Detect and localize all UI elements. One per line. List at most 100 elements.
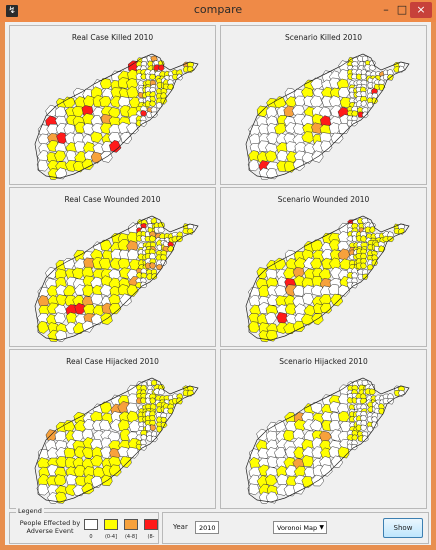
voronoi-cell bbox=[293, 482, 305, 495]
voronoi-cell bbox=[284, 446, 298, 459]
year-input[interactable]: 2010 bbox=[195, 521, 219, 534]
voronoi-cell bbox=[120, 132, 133, 145]
voronoi-cell bbox=[374, 83, 381, 91]
voronoi-cell bbox=[320, 302, 332, 314]
voronoi-cell bbox=[145, 397, 152, 405]
minimize-button[interactable]: – bbox=[383, 3, 389, 16]
voronoi-cell bbox=[311, 446, 324, 459]
voronoi-cell bbox=[265, 167, 278, 180]
voronoi-cell bbox=[362, 273, 369, 280]
voronoi-cell bbox=[283, 484, 297, 497]
voronoi-cell bbox=[158, 388, 165, 396]
voronoi-cell bbox=[108, 303, 122, 315]
panel-title: Real Case Hijacked 2010 bbox=[66, 357, 159, 366]
map-type-select[interactable]: Voronoi Map ▼ bbox=[273, 521, 327, 534]
voronoi-cell bbox=[55, 456, 68, 468]
voronoi-cell bbox=[156, 81, 164, 89]
voronoi-cell bbox=[360, 235, 367, 243]
voronoi-cell bbox=[149, 262, 156, 269]
voronoi-cell bbox=[109, 140, 122, 153]
panel-scenario-hijacked: Scenario Hijacked 2010 bbox=[220, 349, 427, 509]
voronoi-cell bbox=[81, 447, 94, 459]
voronoi-cell bbox=[347, 73, 354, 81]
voronoi-cell bbox=[63, 447, 76, 459]
voronoi-cell bbox=[320, 140, 333, 153]
voronoi-cell bbox=[321, 95, 334, 108]
voronoi-cell bbox=[346, 397, 355, 404]
country-border bbox=[245, 215, 410, 341]
panel-title: Real Case Wounded 2010 bbox=[64, 195, 161, 204]
panel-title: Scenario Killed 2010 bbox=[284, 33, 362, 42]
voronoi-cell bbox=[140, 272, 148, 279]
voronoi-cell bbox=[361, 435, 369, 442]
voronoi-cell bbox=[283, 105, 295, 117]
voronoi-cell bbox=[108, 464, 122, 477]
voronoi-cell bbox=[357, 273, 364, 281]
panel-scenario-wounded: Scenario Wounded 2010 bbox=[220, 187, 427, 347]
voronoi-map bbox=[245, 53, 410, 180]
map-type-value: Voronoi Map bbox=[277, 524, 318, 532]
voronoi-cell bbox=[292, 320, 305, 332]
maximize-button[interactable]: □ bbox=[396, 3, 408, 16]
panel-title: Real Case Killed 2010 bbox=[71, 33, 154, 42]
voronoi-cell bbox=[119, 456, 132, 468]
voronoi-cell bbox=[368, 64, 377, 71]
voronoi-cell bbox=[360, 424, 367, 432]
map-panels: Real Case Killed 2010 Scenario Killed 20… bbox=[9, 25, 427, 509]
voronoi-cell bbox=[90, 293, 104, 305]
voronoi-cell bbox=[310, 239, 324, 252]
voronoi-cell bbox=[53, 312, 66, 324]
voronoi-cell bbox=[140, 397, 148, 404]
country-border bbox=[245, 377, 410, 503]
voronoi-cell bbox=[82, 284, 95, 297]
title-bar[interactable]: ↯ compare – □ × bbox=[0, 0, 436, 22]
voronoi-cell bbox=[367, 406, 374, 413]
voronoi-map bbox=[34, 53, 199, 180]
voronoi-cell bbox=[265, 491, 279, 504]
controls-box: Year 2010 Voronoi Map ▼ Show bbox=[162, 512, 429, 544]
voronoi-map bbox=[245, 377, 410, 505]
voronoi-cell bbox=[292, 158, 305, 172]
show-button[interactable]: Show bbox=[383, 518, 423, 538]
voronoi-cell bbox=[266, 132, 280, 145]
voronoi-cell bbox=[109, 95, 123, 108]
voronoi-cell bbox=[320, 464, 333, 477]
voronoi-cell bbox=[338, 87, 350, 99]
voronoi-cell bbox=[74, 121, 87, 134]
legend-title: Legend bbox=[16, 507, 44, 515]
legend-swatch-label: 0 bbox=[89, 534, 93, 540]
matlab-figure-icon: ↯ bbox=[6, 5, 18, 17]
voronoi-cell bbox=[357, 111, 364, 118]
voronoi-cell bbox=[36, 483, 50, 496]
voronoi-cell bbox=[162, 83, 170, 91]
legend-swatch-label: (4-8] bbox=[124, 534, 138, 540]
voronoi-cell bbox=[140, 110, 148, 117]
legend-swatch-mid bbox=[124, 519, 138, 530]
voronoi-cell bbox=[330, 132, 344, 144]
voronoi-cell bbox=[346, 235, 354, 242]
voronoi-cell bbox=[144, 100, 152, 108]
voronoi-cell bbox=[350, 73, 359, 80]
voronoi-cell bbox=[53, 474, 67, 486]
voronoi-cell bbox=[153, 388, 161, 396]
close-button[interactable]: × bbox=[410, 2, 432, 18]
voronoi-cell bbox=[247, 159, 260, 172]
voronoi-cell bbox=[82, 123, 95, 135]
voronoi-cell bbox=[355, 235, 363, 242]
voronoi-cell bbox=[90, 454, 103, 467]
panel-title: Scenario Wounded 2010 bbox=[277, 195, 370, 204]
voronoi-cell bbox=[156, 425, 163, 433]
voronoi-cell bbox=[54, 150, 67, 162]
legend-label: People Effected by Adverse Event bbox=[19, 519, 81, 535]
voronoi-cell bbox=[393, 227, 401, 235]
legend-swatch-low bbox=[104, 519, 118, 530]
voronoi-cell bbox=[247, 483, 260, 496]
voronoi-cell bbox=[301, 151, 314, 164]
voronoi-cell bbox=[247, 321, 260, 333]
voronoi-cell bbox=[337, 446, 350, 459]
voronoi-cell bbox=[99, 401, 112, 414]
voronoi-cell bbox=[266, 294, 279, 306]
voronoi-cell bbox=[361, 111, 369, 119]
voronoi-cell bbox=[150, 273, 158, 280]
voronoi-cell bbox=[148, 235, 157, 243]
